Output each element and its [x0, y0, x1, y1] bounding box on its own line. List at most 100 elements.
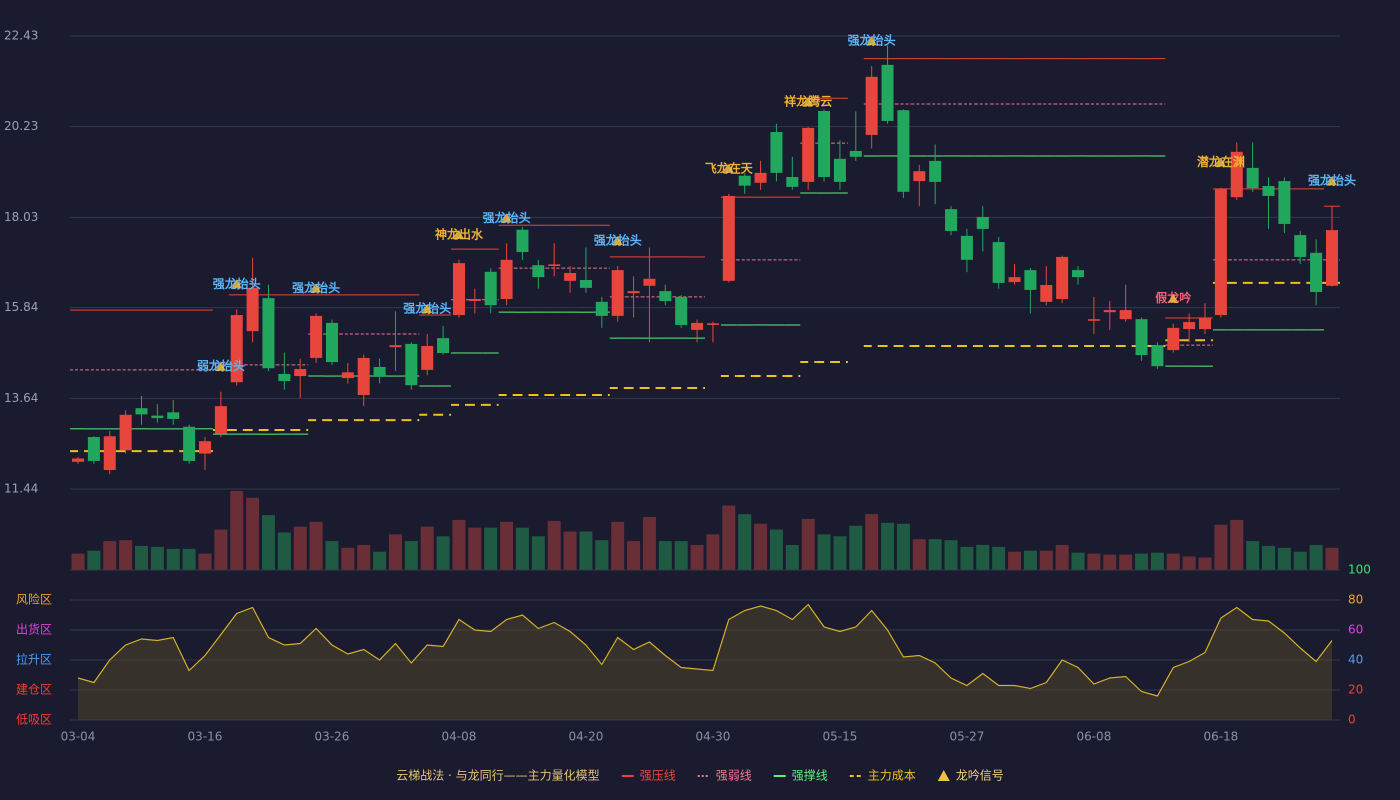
candle-body	[818, 111, 831, 177]
volume-bar	[1182, 556, 1196, 570]
volume-bar	[579, 531, 593, 570]
volume-bar	[230, 491, 244, 570]
volume-bar	[722, 505, 736, 570]
volume-bar	[277, 532, 291, 570]
candle-body	[691, 322, 704, 330]
candle-body	[405, 343, 418, 386]
volume-bar	[166, 548, 180, 570]
volume-bar	[500, 521, 514, 570]
x-tick-label: 06-18	[1203, 730, 1238, 744]
y2-tick-label: 40	[1348, 653, 1363, 667]
volume-bar	[388, 534, 402, 570]
candle-body	[1040, 284, 1053, 302]
legend-label: 主力成本	[868, 769, 916, 783]
candle-body	[786, 176, 799, 187]
candle-body	[1056, 256, 1069, 299]
volume-bar	[309, 521, 323, 570]
volume-bar	[928, 539, 942, 570]
candle-body	[1119, 310, 1132, 320]
volume-bar	[595, 540, 609, 570]
volume-bar	[1135, 553, 1149, 570]
volume-bar	[119, 540, 133, 570]
volume-bar	[103, 541, 117, 570]
candle-body	[722, 195, 735, 281]
candle-body	[183, 426, 196, 461]
candle-body	[1135, 319, 1148, 356]
candle-body	[1278, 181, 1291, 224]
signal-marker	[231, 279, 242, 289]
y2-tick-label: 0	[1348, 713, 1356, 727]
volume-bar	[420, 526, 434, 570]
candle-body	[1072, 270, 1085, 278]
volume-bar	[404, 541, 418, 570]
candle-body	[1151, 345, 1164, 367]
signal-marker	[723, 163, 734, 173]
volume-bar	[1198, 557, 1212, 570]
candle-body	[1214, 188, 1227, 316]
volume-bar	[182, 548, 196, 570]
y2-tick-label: 80	[1348, 593, 1363, 607]
candle-body	[675, 296, 688, 325]
candle-body	[945, 209, 958, 231]
candle-body	[1199, 317, 1212, 330]
y-tick-label: 18.03	[4, 210, 38, 224]
volume-bar	[468, 527, 482, 570]
volume-bar	[1262, 545, 1276, 570]
volume-bar	[1119, 554, 1133, 570]
signal-marker	[612, 236, 623, 246]
y-tick-label: 20.23	[4, 119, 38, 133]
candle-body	[564, 273, 577, 281]
volume-bar	[1246, 541, 1260, 570]
candle-body	[659, 291, 672, 302]
volume-bar	[87, 550, 101, 570]
candle-body	[627, 291, 640, 294]
x-tick-label: 04-30	[695, 730, 730, 744]
candle-body	[87, 437, 100, 461]
volume-bar	[341, 547, 355, 570]
volume-bar	[627, 541, 641, 570]
candle-body	[119, 414, 132, 451]
volume-bar	[547, 520, 561, 570]
candle-body	[437, 338, 450, 353]
candle-body	[278, 373, 291, 382]
candle-body	[1167, 327, 1180, 351]
volume-bar	[1039, 550, 1053, 570]
volume-bar	[1008, 551, 1022, 570]
candle-body	[1230, 151, 1243, 198]
volume-bar	[357, 544, 371, 570]
volume-bar	[150, 546, 164, 570]
candle-body	[611, 270, 624, 316]
candle-body	[1294, 235, 1307, 257]
legend-title: 云梯战法 · 与龙同行——主力量化模型	[396, 769, 599, 783]
x-tick-label: 05-27	[949, 730, 984, 744]
candle-body	[881, 64, 894, 121]
volume-bar	[944, 540, 958, 570]
volume-bar	[1277, 547, 1291, 570]
volume-bar	[1230, 519, 1244, 570]
volume-bar	[754, 523, 768, 570]
candle-body	[548, 264, 561, 267]
candle-body	[72, 458, 84, 462]
y-tick-label: 22.43	[4, 29, 38, 43]
volume-bar	[1150, 552, 1164, 570]
candle-body	[833, 158, 846, 182]
volume-bar	[658, 541, 672, 570]
candle-body	[913, 171, 926, 182]
volume-bar	[246, 497, 260, 570]
volume-bar	[896, 523, 910, 570]
candle-body	[325, 322, 338, 363]
volume-bar	[373, 551, 387, 570]
signal-marker	[501, 213, 512, 223]
x-tick-label: 04-20	[569, 730, 604, 744]
legend-label: 龙吟信号	[956, 768, 1004, 783]
signal-marker	[866, 36, 877, 46]
candle-body	[976, 216, 989, 229]
volume-bar	[785, 544, 799, 570]
y2-tick-label: 100	[1348, 563, 1371, 577]
candle-body	[1183, 322, 1196, 330]
signal-marker	[311, 283, 322, 293]
volume-bar	[563, 531, 577, 570]
